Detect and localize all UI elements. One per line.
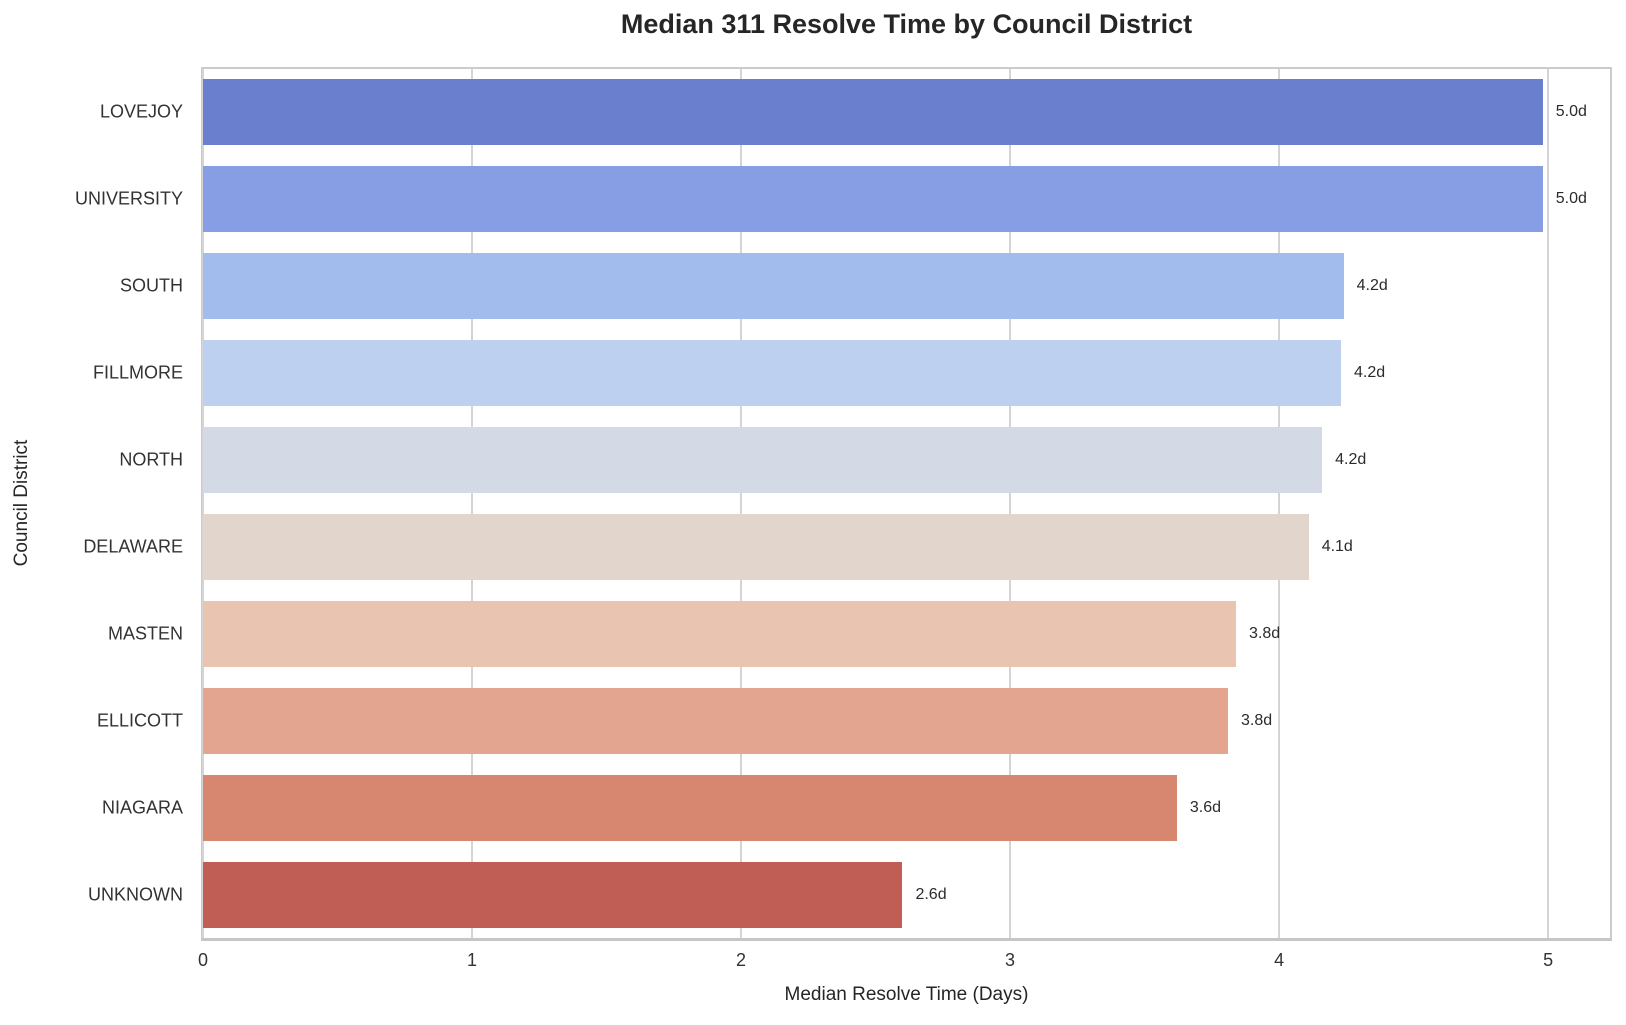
- y-tick-label-north: NORTH: [119, 449, 183, 470]
- bar-value-label: 4.1d: [1321, 537, 1353, 555]
- bar-north: [203, 427, 1323, 494]
- x-tick-label: 2: [736, 950, 747, 970]
- y-tick-label-university: UNIVERSITY: [74, 188, 183, 209]
- bar-value-label: 3.8d: [1249, 624, 1281, 642]
- y-tick-label-masten: MASTEN: [107, 623, 183, 644]
- bar-value-label: 3.8d: [1240, 711, 1273, 729]
- bar-value-label: 5.0d: [1555, 190, 1587, 208]
- bar-university: [203, 166, 1543, 233]
- x-tick-label: 5: [1543, 950, 1554, 970]
- y-tick-label-fillmore: FILLMORE: [92, 362, 183, 383]
- bar-unknown: [203, 861, 903, 928]
- bar-value-label: 4.2d: [1356, 277, 1388, 295]
- bar-delaware: [203, 513, 1309, 580]
- bar-niagara: [203, 774, 1177, 841]
- gridline: [1278, 69, 1281, 938]
- x-axis-tick-labels: 0 1 2 3 4 5: [198, 950, 1610, 974]
- bar-fillmore: [203, 340, 1341, 407]
- x-tick-label: 3: [1005, 950, 1016, 970]
- bar-south: [203, 253, 1344, 320]
- bar-masten: [203, 600, 1237, 667]
- gridline: [1547, 69, 1550, 938]
- bar-value-label: 3.6d: [1189, 798, 1221, 816]
- bar-ellicott: [203, 687, 1228, 754]
- y-tick-label-unknown: UNKNOWN: [88, 884, 183, 905]
- gridline: [202, 69, 204, 938]
- y-tick-label-delaware: DELAWARE: [83, 536, 183, 557]
- x-tick-label: 1: [467, 950, 478, 970]
- y-tick-label-lovejoy: LOVEJOY: [99, 101, 183, 122]
- x-tick-label: 0: [197, 950, 209, 970]
- gridline: [471, 69, 474, 938]
- bar-value-label: 5.0d: [1555, 103, 1587, 121]
- plot-area: 5.0d 5.0d 4.2d 4.2d 4.2d 4.1d 3.8d 3.8d 3.6d 2.6d: [201, 67, 1612, 941]
- y-tick-label-niagara: NIAGARA: [101, 797, 183, 818]
- bar-value-label: 4.2d: [1353, 364, 1386, 382]
- bar-value-label: 2.6d: [915, 885, 947, 903]
- gridline: [740, 69, 743, 938]
- bar-value-label: 4.2d: [1335, 451, 1367, 469]
- x-tick-label: 4: [1274, 950, 1285, 970]
- chart-title: Median 311 Resolve Time by Council Distr…: [620, 9, 1193, 39]
- x-axis-title: Median Resolve Time (Days): [784, 984, 1029, 1005]
- y-tick-label-south: SOUTH: [120, 275, 183, 296]
- bar-lovejoy: [203, 79, 1543, 146]
- gridline: [1009, 69, 1012, 938]
- y-tick-label-ellicott: ELLICOTT: [96, 710, 183, 731]
- y-axis-tick-labels: LOVEJOY UNIVERSITY SOUTH FILLMORE NORTH DELAW…: [0, 69, 183, 938]
